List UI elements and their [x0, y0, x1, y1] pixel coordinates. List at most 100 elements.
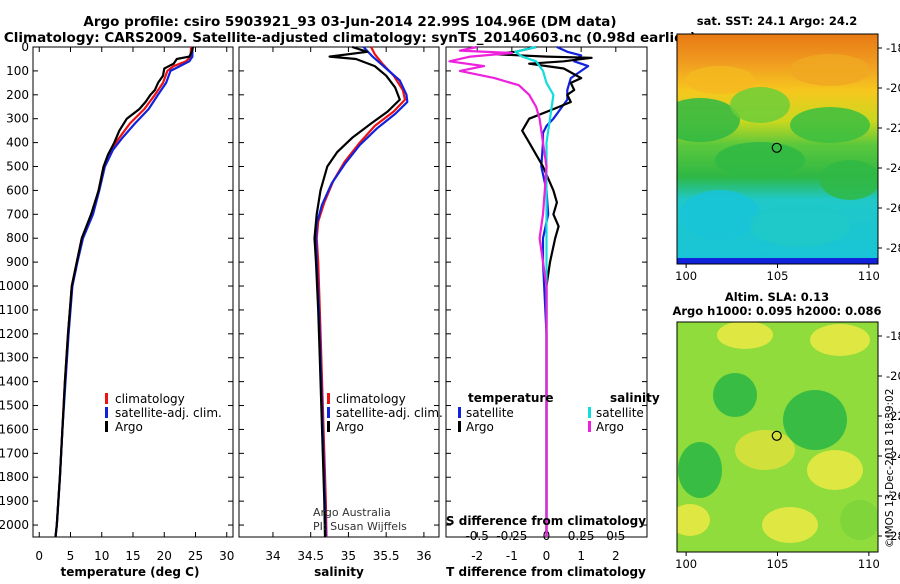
legend-label-argo: Argo: [115, 420, 143, 434]
map-y-tick-label: -20: [886, 81, 900, 95]
salinity-series: [313, 45, 409, 538]
map-y-tick-label: -22: [886, 409, 900, 423]
series-line-argo: [54, 46, 195, 538]
salinity-legend: climatology satellite-adj. clim. Argo: [327, 392, 443, 434]
sla-patch: [783, 390, 847, 450]
map-y-tick-label: -28: [886, 241, 900, 255]
s-x-tick-label: 0.25: [568, 529, 595, 543]
series-line-salinity-satellite: [514, 45, 555, 525]
legend-label-satellite: satellite-adj. clim.: [115, 406, 222, 420]
sst-field-patches: [677, 54, 878, 264]
legend-swatch-climatology: [327, 393, 330, 404]
y-tick-label: 900: [6, 255, 29, 269]
y-tick-label: 1300: [0, 351, 29, 365]
sla-patch: [717, 322, 773, 349]
y-tick-label: 700: [6, 207, 29, 221]
sla-patch: [735, 430, 795, 470]
sst-patch: [685, 66, 755, 94]
credit-pi-name: PI: Susan Wijffels: [313, 520, 407, 533]
y-tick-label: 2000: [0, 518, 29, 532]
temperature-series: [54, 46, 195, 538]
argo-float-marker: [771, 430, 782, 441]
legend-swatch-argo: [105, 421, 108, 432]
t-difference-axis-label: T difference from climatology: [446, 565, 646, 579]
figure-title-line2: Climatology: CARS2009. Satellite-adjuste…: [4, 30, 696, 46]
y-tick-label: 400: [6, 136, 29, 150]
y-tick-label: 500: [6, 160, 29, 174]
legend-title-salinity: salinity: [610, 391, 660, 405]
sla-map-axes: -18 -20 -22 -24 -26 -28 100 105 110: [675, 329, 900, 571]
s-x-tick-label: 0.5: [606, 529, 625, 543]
sst-patch: [715, 142, 805, 178]
y-tick-label: 1000: [0, 279, 29, 293]
x-tick-label: 1: [577, 549, 585, 563]
y-tick-label: 1400: [0, 375, 29, 389]
y-tick-label: 1800: [0, 470, 29, 484]
x-tick-label: 20: [157, 549, 172, 563]
sst-map-axes: -18 -20 -22 -24 -26 -28 100 105 110: [675, 41, 900, 283]
series-line-satellite-adj-clim-: [54, 47, 194, 538]
sla-patch: [678, 442, 722, 498]
legend-swatch-s-satellite: [588, 407, 591, 418]
sst-land-mask: [677, 258, 878, 264]
salinity-axes: 34 34.5 35 35.5 36: [239, 46, 439, 563]
y-tick-label: 1100: [0, 303, 29, 317]
sst-patch: [790, 54, 870, 86]
temperature-axes: 0100200300400500600700800900100011001200…: [0, 40, 234, 563]
x-tick-label: 34: [265, 549, 280, 563]
y-tick-label: 800: [6, 231, 29, 245]
x-tick-label: 10: [94, 549, 109, 563]
x-tick-label: 0: [35, 549, 43, 563]
x-tick-label: 35: [341, 549, 356, 563]
legend-label-s-argo: Argo: [596, 420, 624, 434]
s-difference-axis-label: S difference from climatology: [446, 514, 646, 528]
x-tick-label: -2: [471, 549, 483, 563]
legend-label-t-argo: Argo: [466, 420, 494, 434]
legend-swatch-t-argo: [458, 421, 461, 432]
argo-float-marker: [771, 142, 782, 153]
s-x-tick-label: -0.5: [465, 529, 488, 543]
sst-map-field: [677, 34, 878, 264]
map-x-tick-label: 105: [767, 269, 789, 283]
difference-series: [448, 45, 593, 537]
difference-legend: temperature salinity satellite Argo sate…: [458, 391, 660, 434]
legend-swatch-satellite: [105, 407, 108, 418]
map-x-tick-label: 100: [675, 269, 697, 283]
x-tick-label: 25: [188, 549, 203, 563]
map-y-tick-label: -24: [886, 449, 900, 463]
sla-map-title-line1: Altim. SLA: 0.13: [725, 290, 829, 304]
y-tick-label: 1700: [0, 446, 29, 460]
y-tick-label: 1900: [0, 494, 29, 508]
salinity-axis-label: salinity: [314, 565, 364, 579]
legend-swatch-satellite: [327, 407, 330, 418]
sst-patch: [750, 203, 850, 247]
sla-map-field: [677, 322, 878, 552]
y-tick-label: 200: [6, 88, 29, 102]
sla-patch: [840, 500, 878, 540]
sla-map-title-line2: Argo h1000: 0.095 h2000: 0.086: [672, 304, 881, 318]
sla-patch: [762, 507, 818, 543]
sst-patch: [677, 98, 740, 142]
legend-label-s-satellite: satellite: [596, 406, 644, 420]
y-tick-label: 600: [6, 183, 29, 197]
legend-swatch-t-satellite: [458, 407, 461, 418]
sla-patch: [810, 324, 870, 356]
map-y-tick-label: -26: [886, 201, 900, 215]
legend-label-argo: Argo: [336, 420, 364, 434]
sla-field-patches: [677, 322, 878, 543]
legend-label-climatology: climatology: [115, 392, 185, 406]
series-line-temperature-argo: [493, 45, 593, 537]
sst-patch: [820, 160, 878, 200]
series-line-argo: [313, 45, 401, 538]
series-line-satellite-adj-clim-: [314, 46, 409, 538]
map-y-tick-label: -20: [886, 369, 900, 383]
map-y-tick-label: -28: [886, 529, 900, 543]
sst-patch: [680, 190, 760, 240]
series-line-climatology: [315, 46, 407, 538]
x-tick-label: 0: [543, 549, 551, 563]
x-tick-label: 15: [125, 549, 140, 563]
sla-patch: [677, 504, 710, 536]
map-y-tick-label: -18: [886, 41, 900, 55]
sst-patch: [790, 107, 870, 143]
